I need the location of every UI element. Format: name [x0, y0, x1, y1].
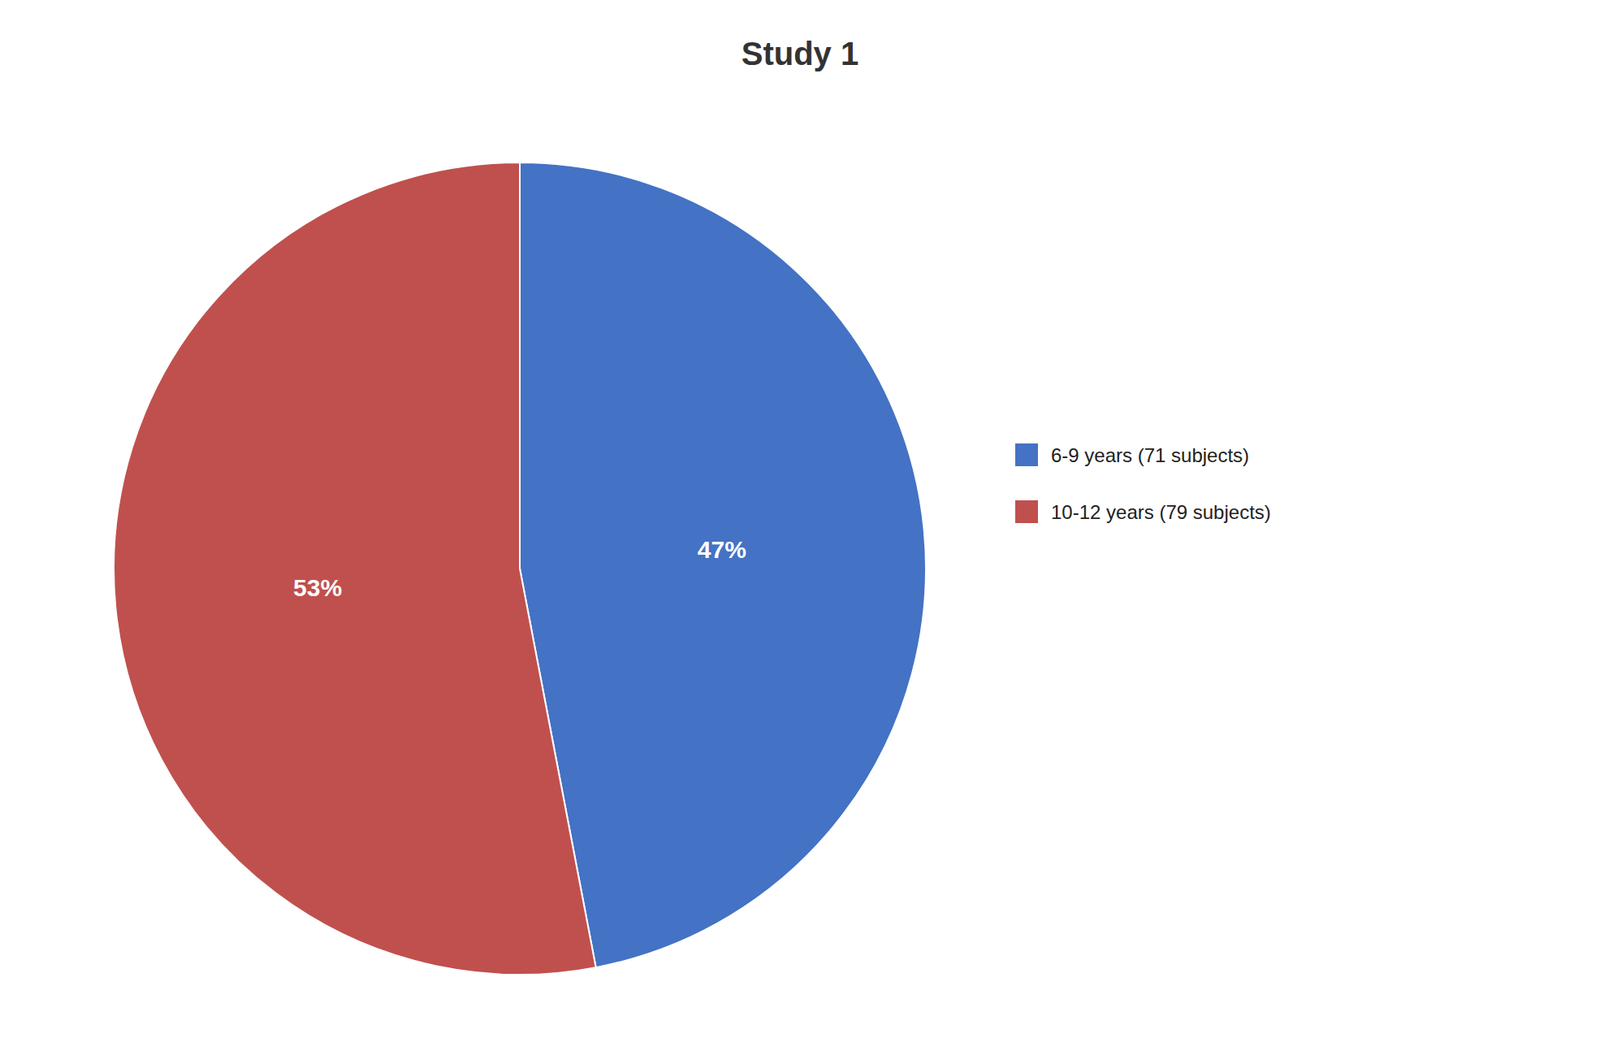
legend-swatch — [1015, 443, 1038, 467]
chart-title: Study 1 — [741, 35, 859, 72]
pie-slice — [519, 162, 926, 968]
legend-label: 10-12 years (79 subjects) — [1050, 501, 1272, 524]
legend-item: 10-12 years (79 subjects) — [1015, 500, 1272, 524]
pie-slice — [113, 162, 597, 975]
pie-group — [113, 162, 926, 975]
data-labels: 47% 53% — [293, 536, 747, 602]
data-label: 47% — [697, 536, 747, 563]
legend: 6-9 years (71 subjects) 10-12 years (79 s… — [1015, 443, 1272, 524]
legend-label: 6-9 years (71 subjects) — [1050, 444, 1250, 467]
legend-swatch — [1015, 500, 1038, 524]
chart-root: Study 1 47% 53% 6-9 years (71 subjects) 10-1… — [0, 0, 1600, 1064]
data-label: 53% — [293, 574, 342, 602]
legend-item: 6-9 years (71 subjects) — [1015, 443, 1250, 467]
